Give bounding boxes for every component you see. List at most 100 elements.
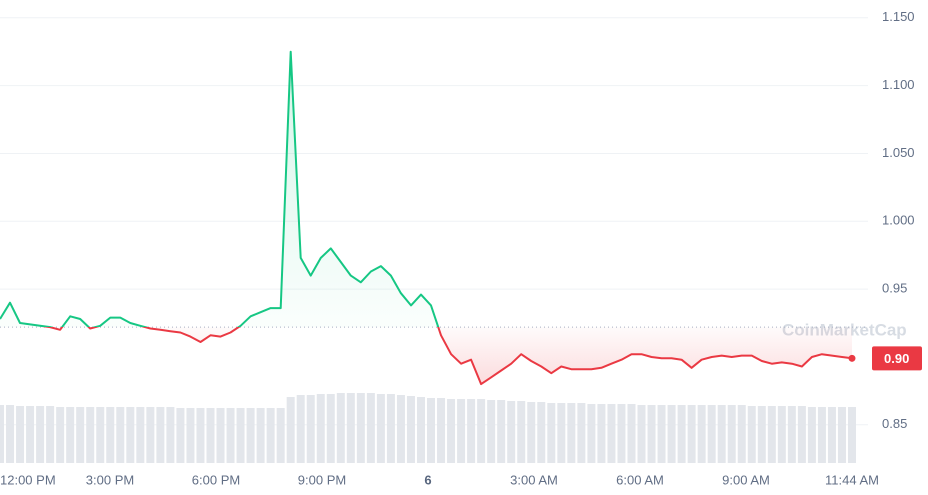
volume-bar [136,407,145,463]
volume-bar [216,408,225,463]
volume-bar [457,399,466,463]
volume-bar [427,398,436,463]
volume-bar [827,407,836,463]
volume-bar [166,407,175,463]
y-tick-label: 1.150 [882,9,915,24]
volume-bar [517,401,526,463]
y-tick-label: 1.100 [882,77,915,92]
volume-bar [848,407,856,463]
volume-bar [537,402,546,463]
volume-bar [487,400,496,463]
volume-bar [226,408,235,463]
volume-bar [557,403,566,463]
volume-bar [36,406,45,463]
volume-bar [817,407,826,463]
volume-bar [497,400,506,463]
volume-bar [416,397,425,463]
price-tag [872,346,922,371]
y-tick-label: 0.95 [882,281,907,296]
x-tick-label: 9:00 AM [722,472,770,487]
volume-bar [707,405,716,463]
volume-bar [356,393,365,463]
volume-bar [757,406,766,463]
volume-bar [16,406,25,463]
volume-bar [376,394,385,463]
volume-bar [667,405,676,463]
volume-bar [256,408,265,463]
x-tick-label: 6:00 PM [192,472,240,487]
x-tick-label: 11:44 AM [825,472,879,487]
volume-bar [86,407,95,463]
volume-bar [747,406,756,463]
volume-bar [587,404,596,463]
volume-bar [837,407,846,463]
volume-bar [246,408,255,463]
volume-bar [467,399,476,463]
volume-bar [717,405,726,463]
x-tick-label: 3:00 AM [510,472,558,487]
volume-bar [507,401,516,463]
price-area [0,51,852,385]
volume-bar [116,407,125,463]
x-tick-label: 6:00 AM [616,472,664,487]
volume-bar [366,393,375,463]
volume-bar [66,407,75,463]
volume-bar [296,395,305,463]
volume-bar [56,407,65,463]
volume-bar [697,405,706,463]
y-tick-label: 0.85 [882,416,907,431]
volume-bar [607,404,616,463]
volume-bar [96,407,105,463]
volume-bar [176,408,185,463]
volume-bar [106,407,115,463]
volume-bar [687,405,696,463]
price-tag-label: 0.90 [884,351,909,366]
volume-bar [767,406,776,463]
volume-bar [447,399,456,463]
volume-bar [316,394,325,463]
volume-bar [657,405,666,463]
volume-bar [146,407,155,463]
volume-bar [6,405,15,463]
volume-bar [0,405,4,463]
volume-bar [567,403,576,463]
volume-bar [437,398,446,463]
price-line [0,50,853,386]
volume-bar [236,408,245,463]
volume-bar [787,406,796,463]
volume-bar [527,402,536,463]
volume-bar [406,396,415,463]
volume-bar [547,403,556,463]
volume-bar [26,406,35,463]
volume-bar [196,408,205,463]
volume-bar [306,395,315,463]
volume-bar [797,406,806,463]
volume-bar [577,403,586,463]
x-tick-label: 9:00 PM [298,472,346,487]
volume-bar [156,407,165,463]
volume-bar [276,408,285,463]
volume-bar [627,404,636,463]
volume-bar [346,393,355,463]
volume-bar [206,408,215,463]
volume-bar [76,407,85,463]
volume-bar [386,394,395,463]
volume-bar [807,407,816,463]
volume-bar [647,405,656,463]
volume-bar [396,395,405,463]
y-tick-label: 1.000 [882,213,915,228]
x-tick-label: 12:00 PM [0,472,56,487]
x-tick-label: 3:00 PM [86,472,134,487]
volume-bar [677,405,686,463]
last-price-dot [848,354,856,362]
volume-bar [326,394,335,463]
volume-bar [126,407,135,463]
volume-bar [477,399,486,463]
volume-bar [186,408,195,463]
volume-bar [777,406,786,463]
volume-bar [286,397,295,463]
x-tick-label: 6 [424,472,431,487]
volume-bar [266,408,275,463]
volume-bar [637,405,646,463]
